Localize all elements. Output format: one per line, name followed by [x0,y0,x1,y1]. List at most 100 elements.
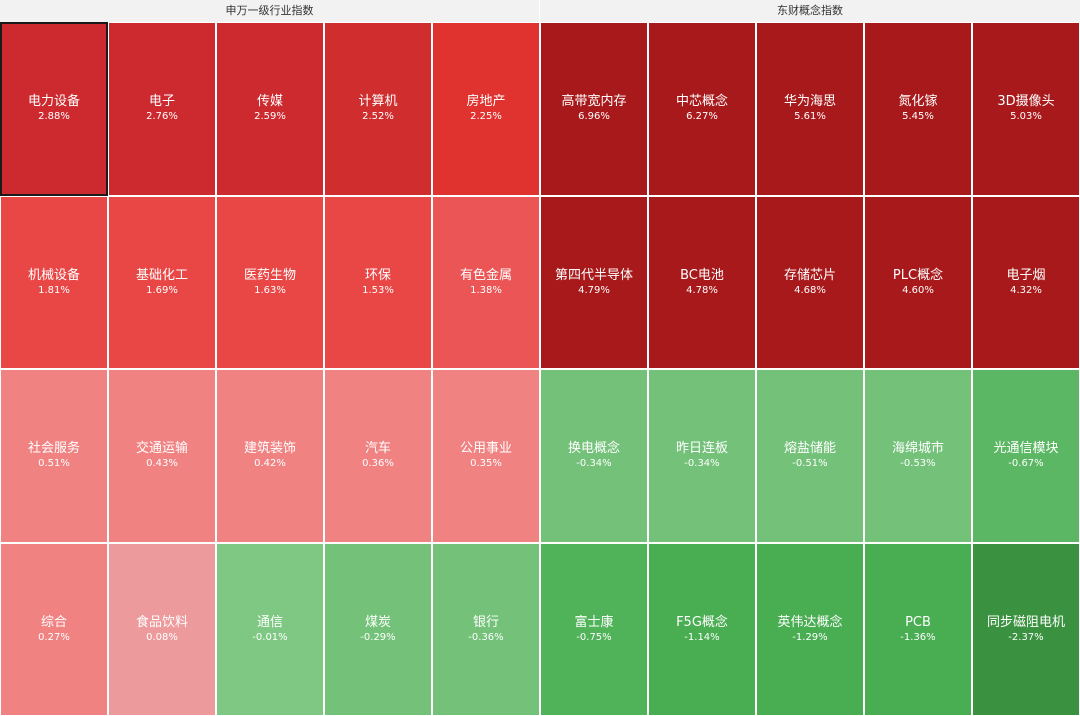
panel-sw-industry-index: 申万一级行业指数 电力设备 2.88% 电子 2.76% 传媒 2.59% 计算机 2.52%… [0,0,540,716]
heatmap-tile[interactable]: 公用事业 0.35% [432,369,540,543]
tile-change-percent: 2.59% [254,111,286,123]
heatmap-tile[interactable]: 有色金属 1.38% [432,195,540,369]
heatmap-tile[interactable]: 计算机 2.52% [324,22,432,196]
heatmap-tile[interactable]: 机械设备 1.81% [0,195,108,369]
tile-name: 食品饮料 [135,614,188,630]
tile-name: PLC概念 [892,267,944,283]
panel-concept-index: 东财概念指数 高带宽内存 6.96% 中芯概念 6.27% 华为海思 5.61% 氮化镓 5.… [540,0,1080,716]
tile-name: 煤炭 [364,614,391,630]
heatmap-tile[interactable]: 电子烟 4.32% [972,195,1080,369]
tile-change-percent: 4.78% [686,284,718,296]
tile-change-percent: 6.96% [578,111,610,123]
heatmap-tile[interactable]: 综合 0.27% [0,542,108,716]
heatmap-tile[interactable]: 银行 -0.36% [432,542,540,716]
heatmap-tile[interactable]: 熔盐储能 -0.51% [756,369,864,543]
tile-name: 房地产 [466,94,506,110]
heatmap-tile[interactable]: 建筑装饰 0.42% [216,369,324,543]
tile-name: 第四代半导体 [554,267,633,283]
tile-change-percent: 5.61% [794,111,826,123]
tile-change-percent: 1.81% [38,284,70,296]
tile-change-percent: -0.75% [576,631,612,643]
heatmap-tile[interactable]: 交通运输 0.43% [108,369,216,543]
heatmap-grid: 高带宽内存 6.96% 中芯概念 6.27% 华为海思 5.61% 氮化镓 5.45% 3D摄像… [540,22,1080,716]
heatmap-tile[interactable]: BC电池 4.78% [648,195,756,369]
heatmap-tile[interactable]: 传媒 2.59% [216,22,324,196]
tile-change-percent: 1.69% [146,284,178,296]
tile-name: 3D摄像头 [997,94,1055,110]
heatmap-tile[interactable]: 同步磁阻电机 -2.37% [972,542,1080,716]
heatmap-tile[interactable]: 存储芯片 4.68% [756,195,864,369]
heatmap-tile[interactable]: PCB -1.36% [864,542,972,716]
panel-title: 申万一级行业指数 [0,0,540,22]
heatmap-tile[interactable]: 电力设备 2.88% [0,22,108,196]
heatmap-tile[interactable]: 换电概念 -0.34% [540,369,648,543]
heatmap-tile[interactable]: 富士康 -0.75% [540,542,648,716]
tile-change-percent: 0.36% [362,458,394,470]
tile-change-percent: 1.38% [470,284,502,296]
heatmap-tile[interactable]: 华为海思 5.61% [756,22,864,196]
tile-change-percent: 1.53% [362,284,394,296]
tile-change-percent: -0.01% [252,631,288,643]
tile-name: 机械设备 [27,267,80,283]
heatmap-tile[interactable]: 电子 2.76% [108,22,216,196]
heatmap-tile[interactable]: 汽车 0.36% [324,369,432,543]
tile-name: 环保 [364,267,391,283]
tile-change-percent: 2.25% [470,111,502,123]
tile-name: 交通运输 [135,441,188,457]
tile-change-percent: -0.36% [468,631,504,643]
tile-name: 高带宽内存 [561,94,627,110]
heatmap-tile[interactable]: PLC概念 4.60% [864,195,972,369]
tile-name: 同步磁阻电机 [986,614,1065,630]
tile-name: 昨日连板 [675,441,728,457]
tile-name: 基础化工 [135,267,188,283]
tile-change-percent: 4.60% [902,284,934,296]
heatmap-tile[interactable]: 高带宽内存 6.96% [540,22,648,196]
tile-name: 社会服务 [27,441,80,457]
heatmap-tile[interactable]: 中芯概念 6.27% [648,22,756,196]
tile-change-percent: -2.37% [1008,631,1044,643]
heatmap-tile[interactable]: 医药生物 1.63% [216,195,324,369]
heatmap-tile[interactable]: 通信 -0.01% [216,542,324,716]
heatmap-tile[interactable]: 环保 1.53% [324,195,432,369]
tile-name: 氮化镓 [898,94,938,110]
tile-change-percent: -0.29% [360,631,396,643]
tile-name: 传媒 [256,94,283,110]
heatmap-tile[interactable]: 煤炭 -0.29% [324,542,432,716]
tile-name: 汽车 [364,441,391,457]
tile-name: 光通信模块 [993,441,1059,457]
tile-change-percent: 0.42% [254,458,286,470]
tile-name: 医药生物 [243,267,296,283]
tile-name: BC电池 [680,267,724,283]
tile-change-percent: 0.27% [38,631,70,643]
tile-name: 熔盐储能 [783,441,836,457]
tile-name: 有色金属 [459,267,512,283]
heatmap-tile[interactable]: 第四代半导体 4.79% [540,195,648,369]
tile-name: 通信 [256,614,283,630]
heatmap-tile[interactable]: F5G概念 -1.14% [648,542,756,716]
tile-change-percent: 0.43% [146,458,178,470]
tile-change-percent: 2.88% [38,111,70,123]
tile-name: 富士康 [574,614,614,630]
heatmap-tile[interactable]: 基础化工 1.69% [108,195,216,369]
tile-change-percent: 4.79% [578,284,610,296]
heatmap-tile[interactable]: 食品饮料 0.08% [108,542,216,716]
tile-change-percent: 2.76% [146,111,178,123]
tile-name: 电子烟 [1006,267,1046,283]
tile-name: 英伟达概念 [777,614,843,630]
tile-name: 换电概念 [567,441,620,457]
heatmap-tile[interactable]: 氮化镓 5.45% [864,22,972,196]
tile-name: F5G概念 [676,614,728,630]
heatmap-tile[interactable]: 光通信模块 -0.67% [972,369,1080,543]
tile-change-percent: -0.53% [900,458,936,470]
tile-change-percent: 0.51% [38,458,70,470]
heatmap-tile[interactable]: 昨日连板 -0.34% [648,369,756,543]
heatmap-tile[interactable]: 房地产 2.25% [432,22,540,196]
heatmap-tile[interactable]: 3D摄像头 5.03% [972,22,1080,196]
heatmap-tile[interactable]: 社会服务 0.51% [0,369,108,543]
heatmap-tile[interactable]: 海绵城市 -0.53% [864,369,972,543]
tile-change-percent: 5.45% [902,111,934,123]
heatmap-tile[interactable]: 英伟达概念 -1.29% [756,542,864,716]
tile-change-percent: -1.29% [792,631,828,643]
tile-change-percent: 0.35% [470,458,502,470]
